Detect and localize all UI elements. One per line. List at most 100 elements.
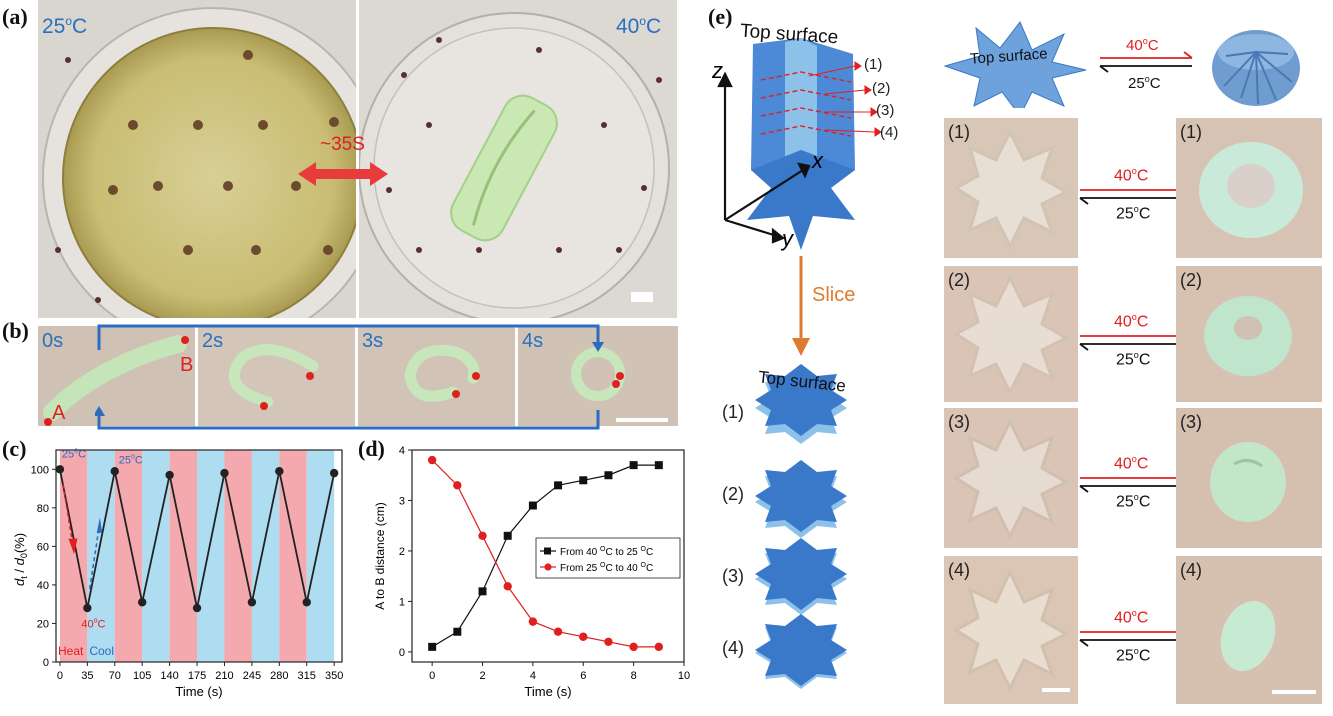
data-point	[55, 465, 65, 474]
x-tick-label: 210	[215, 670, 233, 682]
legend-label-1: From 40 OC to 25 OC	[560, 546, 653, 558]
cool-band	[142, 450, 170, 662]
series-1-point	[428, 642, 437, 651]
y-axis-label: dt / d0(%)	[12, 533, 29, 586]
cool-band	[197, 450, 225, 662]
row4-hot-label: 40oC	[1114, 608, 1149, 627]
row2-right-number: (2)	[1180, 270, 1202, 290]
double-arrow	[298, 162, 388, 186]
frame-label-0s: 0s	[42, 330, 64, 352]
time-35s-label: ~35S	[320, 134, 365, 155]
data-point	[137, 598, 147, 607]
panel-a-label: (a)	[2, 4, 28, 29]
x-tick-label: 35	[81, 670, 93, 682]
row2-cold-label: 25oC	[1116, 350, 1151, 369]
row3-left-number: (3)	[948, 412, 970, 432]
x-tick-label: 105	[133, 670, 151, 682]
y-tick-label: 1	[399, 596, 405, 608]
star-prism	[747, 38, 882, 250]
series-1-line	[431, 464, 659, 648]
legend-marker-1	[544, 547, 551, 555]
row2-left-number: (2)	[948, 270, 970, 290]
data-point	[302, 598, 311, 607]
row4-cold-label: 25oC	[1116, 646, 1151, 665]
photo-a-25c	[38, 0, 356, 318]
row2-hot-label: 40oC	[1114, 312, 1149, 331]
heat-band	[279, 450, 307, 662]
y-tick-label: 40	[37, 580, 49, 592]
y-tick-label: 80	[37, 503, 49, 515]
y-tick-label: 2	[399, 546, 405, 558]
series-1-point	[503, 531, 512, 540]
frame-2s	[198, 326, 355, 426]
cool-label: Cool	[89, 644, 114, 658]
x-tick-label: 6	[580, 670, 586, 682]
temp-annotation-40c: 40oC	[81, 617, 105, 630]
x-tick-label: 175	[188, 670, 206, 682]
slice-number-4: (4)	[722, 638, 744, 658]
panel-e-label: (e)	[708, 4, 733, 29]
frame-label-3s: 3s	[362, 330, 384, 352]
slice-diagram	[717, 38, 882, 689]
folded-star-view	[1212, 30, 1300, 106]
series-1-point	[554, 481, 563, 490]
series-2-point	[604, 637, 613, 647]
row1-right-number: (1)	[1180, 122, 1202, 142]
x-tick-label: 350	[325, 670, 343, 682]
data-point	[275, 467, 284, 476]
x-axis-label: Time (s)	[524, 684, 571, 699]
axis-z-label: z	[712, 58, 723, 83]
row4-before-photo	[944, 556, 1078, 704]
series-1-point	[654, 461, 663, 470]
row3-after-photo	[1176, 408, 1322, 548]
row3-cold-label: 25oC	[1116, 492, 1151, 511]
x-tick-label: 140	[160, 670, 178, 682]
data-point	[83, 603, 92, 613]
cool-band	[306, 450, 335, 662]
x-tick-label: 280	[270, 670, 288, 682]
series-1-point	[579, 476, 588, 485]
x-axis-label: Time (s)	[175, 684, 222, 699]
petri-dish-25c	[42, 7, 356, 318]
frame-label-2s: 2s	[202, 330, 224, 352]
heat-band	[169, 450, 198, 662]
series-2-point	[579, 632, 588, 641]
temp-label-25c: 25oC	[42, 14, 88, 38]
row4-after-photo	[1176, 556, 1322, 704]
star-top-view	[943, 21, 1087, 108]
slice-star-3	[755, 538, 847, 615]
cool-band	[251, 450, 280, 662]
slice-number-1: (1)	[722, 402, 744, 422]
series-2-point	[654, 642, 664, 652]
temp-annotation-25c-start: 25oC	[62, 448, 86, 461]
y-tick-label: 0	[399, 647, 405, 659]
x-tick-label: 70	[109, 670, 121, 682]
x-tick-label: 0	[57, 670, 63, 682]
heating-arrow	[88, 526, 100, 589]
frame-label-4s: 4s	[522, 330, 544, 352]
series-2-point	[478, 531, 487, 541]
series-1-point	[604, 471, 613, 480]
chart-d: 0 2 4 6 8 10 0 1 2 3 4 Time (s) A to B distance (cm)…	[373, 445, 690, 699]
xyz-axes	[717, 71, 811, 244]
panel-c-label: (c)	[2, 436, 27, 461]
x-tick-label: 4	[530, 670, 536, 682]
row1-hot-label: 40oC	[1114, 166, 1149, 185]
series-2-point	[427, 455, 437, 465]
series-2-point	[553, 627, 563, 636]
series-1-point	[478, 587, 487, 596]
x-tick-label: 10	[678, 670, 690, 682]
row1-cold-label: 25oC	[1116, 204, 1151, 223]
point-a-label: A	[52, 402, 66, 424]
row1-after-photo	[1176, 118, 1322, 258]
series-2-point	[629, 642, 638, 652]
frame-0s	[38, 326, 195, 426]
row4-right-number: (4)	[1180, 560, 1202, 580]
data-point	[247, 598, 257, 607]
data-point	[329, 468, 339, 478]
cut-label-1: (1)	[864, 56, 883, 73]
y-tick-label: 4	[399, 445, 405, 457]
axis-x-label: x	[812, 148, 823, 173]
x-tick-label: 245	[243, 670, 261, 682]
